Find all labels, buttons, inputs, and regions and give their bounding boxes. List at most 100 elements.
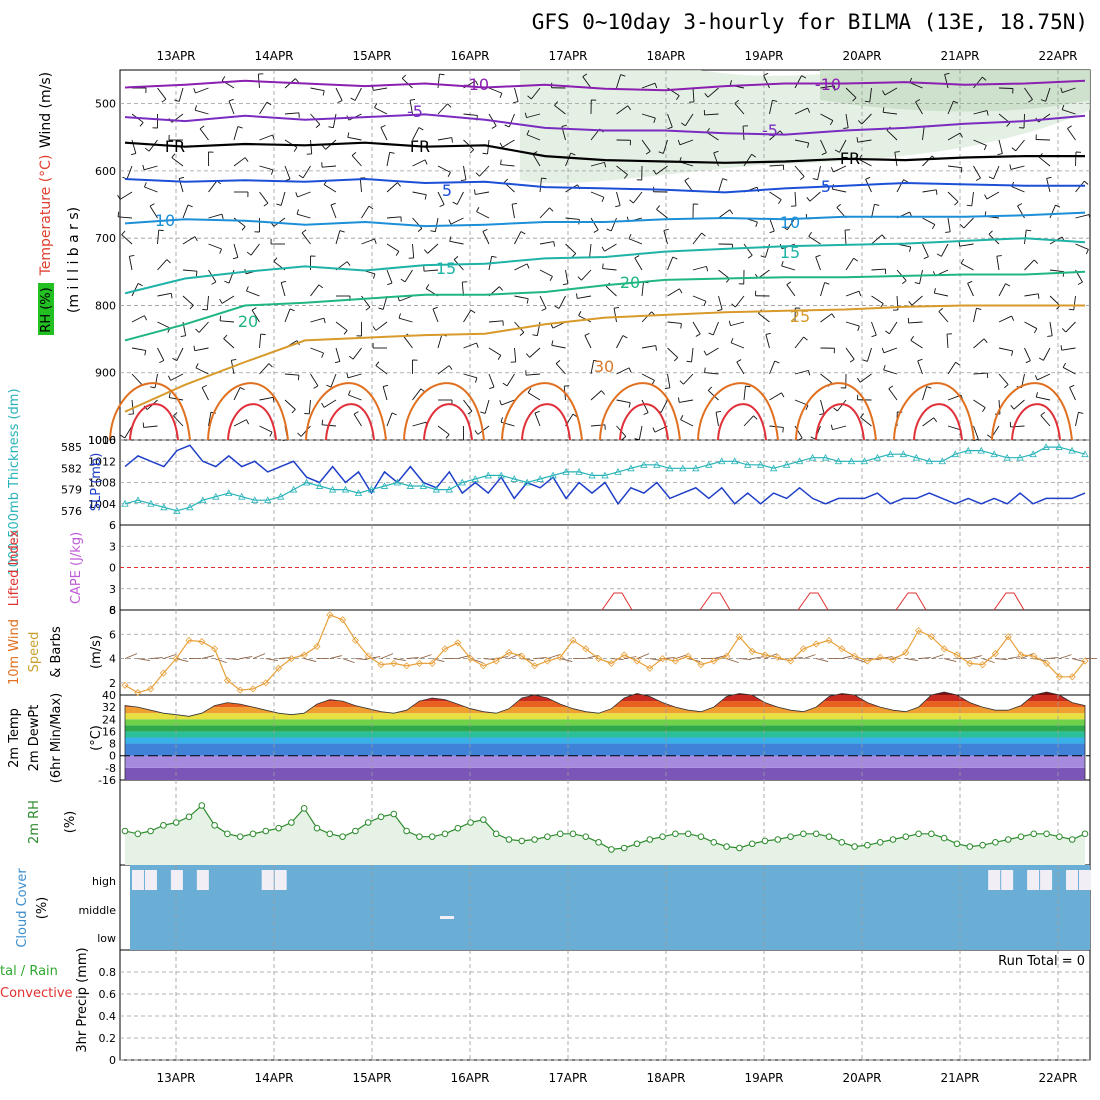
rh2m-marker (672, 830, 679, 838)
wind-barb-flag (578, 311, 582, 316)
wind10-marker (172, 655, 180, 663)
high-cloud-block (1066, 870, 1079, 890)
rh2m-marker (569, 830, 577, 838)
wind-barb-flag (1047, 335, 1053, 337)
t2m-label-c: (6hr Min/Max) (49, 693, 64, 783)
wind10-marker (1081, 657, 1089, 665)
wind-barb-flag (504, 124, 510, 128)
wind-barb-flag (713, 150, 719, 154)
wind-barb (259, 101, 268, 115)
cape-axis-label: CAPE (J/kg) (69, 532, 84, 604)
wind-barb (1065, 321, 1076, 333)
wind-barb (456, 191, 464, 205)
wind-barb-flag (634, 438, 640, 441)
wind10-marker (915, 627, 923, 635)
wind-barb-flag (526, 263, 530, 269)
wind-barb-flag (967, 280, 973, 284)
date-top-21APR: 21APR (940, 49, 979, 63)
wind-barb (584, 335, 592, 349)
rh2m-marker (288, 819, 295, 826)
wind-barb (628, 238, 643, 245)
contour-label-FR: FR (165, 137, 185, 156)
temp-band (125, 713, 1085, 720)
rh2m-marker (1068, 836, 1076, 843)
wind-barb-flag (297, 375, 300, 381)
wind-barb (323, 184, 337, 193)
wind-barb (602, 268, 617, 271)
wind-barb (330, 373, 337, 388)
rh2m-marker (595, 839, 602, 846)
wind10-marker (1030, 652, 1038, 660)
wind-barb-flag (246, 419, 250, 425)
wind-barb (118, 216, 133, 219)
temp-band (125, 725, 1085, 732)
wind10-marker (223, 676, 231, 684)
wind-barb-flag (652, 427, 656, 433)
wind-barb (888, 321, 898, 334)
wind-barb (865, 179, 872, 193)
wind-barb-flag (673, 357, 679, 362)
wind-barb-flag (228, 98, 234, 102)
wind10-marker (607, 659, 615, 667)
wind-barb-flag (1061, 104, 1065, 110)
wind-barb-flag (781, 261, 784, 267)
wind-barb-flag (150, 386, 156, 389)
wind-barb (310, 373, 319, 387)
wind-barb-flag (201, 384, 207, 388)
rh2m-marker (364, 819, 372, 826)
wind-barb (845, 321, 860, 327)
wind-barb-flag (730, 337, 734, 343)
wind10-marker (287, 655, 295, 663)
wind-barb (859, 373, 872, 383)
precip-label-a: tal / Rain (0, 964, 58, 979)
pressure-tick-1000: 1000 (88, 434, 116, 447)
wind-barb (284, 112, 299, 115)
wind-barb-flag (322, 145, 326, 150)
contour-label-20: 20 (620, 273, 640, 292)
precip-tick-0.2: 0.2 (99, 1032, 117, 1045)
date-bottom-15APR: 15APR (352, 1071, 391, 1085)
wind10-barb (739, 658, 752, 660)
wind10-marker (543, 657, 551, 665)
wind-barb-flag (475, 172, 480, 177)
wind-barb-flag (397, 182, 401, 187)
wind-barb-flag (374, 238, 377, 244)
wind-barb-flag (549, 276, 553, 281)
wind-barb-flag (679, 380, 684, 385)
wind-barb (718, 269, 730, 279)
rh2m-marker (992, 839, 999, 846)
wind-barb-flag (800, 176, 805, 181)
wind-barb (590, 390, 602, 401)
wind10-tick-6: 6 (109, 628, 116, 641)
wind-barb (526, 113, 541, 119)
wind-barb-flag (445, 434, 450, 439)
wind-barb-flag (722, 178, 728, 181)
wind10-marker (863, 657, 871, 665)
wind-barb (1024, 230, 1027, 245)
rh2m-marker (505, 836, 513, 843)
contour-label-15: 15 (780, 243, 800, 262)
wind-barb-flag (491, 125, 497, 129)
wind-barb-flag (1061, 328, 1067, 333)
wind-barb (1036, 396, 1051, 401)
wind-barb-flag (1009, 164, 1012, 170)
wind-barb-flag (281, 280, 287, 283)
wind-barb (128, 256, 133, 271)
wind-barb-flag (467, 410, 473, 415)
wind-barb (616, 399, 631, 404)
wind-barb (692, 321, 701, 335)
wind-barb-flag (139, 122, 144, 127)
wind-barb (554, 105, 566, 115)
wind-barb-flag (447, 172, 451, 177)
wind-barb-flag (348, 355, 354, 360)
wind10-marker (505, 648, 513, 657)
wind10-marker (927, 633, 935, 641)
wind-barb-flag (634, 255, 640, 259)
wind-barb (126, 165, 133, 180)
wind-barb (463, 373, 478, 379)
wind-barb-flag (1060, 87, 1063, 93)
wind-barb (845, 258, 855, 271)
wind-barb (944, 74, 949, 89)
wind-barb-flag (833, 407, 838, 412)
wind-barb (581, 269, 592, 281)
